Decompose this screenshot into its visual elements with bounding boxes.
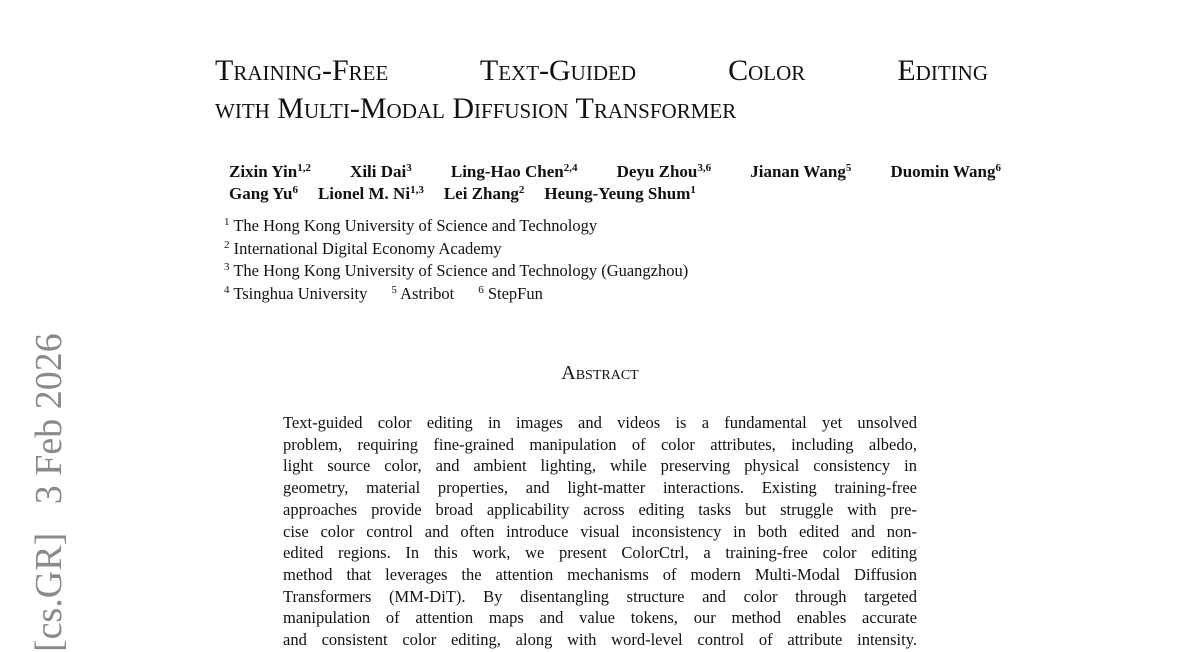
affiliation-name: Astribot — [400, 283, 455, 303]
title-line: with Multi-Modal Diffusion Transformer — [215, 92, 737, 125]
affiliation-name: Tsinghua University — [233, 283, 368, 303]
abstract-line: problem, requiring fine-grained manipula… — [283, 434, 917, 454]
affiliation-num: 4 — [224, 283, 230, 296]
author-affil: 6 — [995, 162, 1001, 174]
author-row: Zixin Yin1,2 Xili Dai3 Ling-Hao Chen2,4 Dey… — [229, 161, 1001, 183]
affiliation-row: 2 International Digital Economy Academy — [224, 238, 688, 261]
abstract-heading: Abstract — [561, 362, 639, 384]
author-name: Duomin Wang — [890, 162, 996, 181]
author: Heung-Yeung Shum1 — [544, 183, 695, 205]
affiliation-name: The Hong Kong University of Science and … — [233, 261, 689, 281]
affiliation-num: 6 — [478, 283, 484, 296]
affiliation: 3 The Hong Kong University of Science an… — [224, 260, 688, 283]
author-name: Ling-Hao Chen — [450, 162, 564, 181]
author-affil: 3 — [406, 162, 412, 174]
affiliation: 5 Astribot — [391, 283, 454, 306]
abstract-line: Text-guided color editing in images and … — [283, 413, 917, 432]
author: Lionel M. Ni1,3 — [318, 183, 424, 205]
author-affil: 1,3 — [410, 184, 424, 196]
abstract-line: manipulation of attention maps and value… — [283, 608, 917, 628]
affiliations: 1 The Hong Kong University of Science an… — [224, 215, 688, 305]
affiliation: 2 International Digital Economy Academy — [224, 238, 502, 261]
abstract-line: geometry, material properties, and light… — [283, 478, 917, 498]
author-affil: 2 — [518, 184, 525, 196]
authors: Zixin Yin1,2 Xili Dai3 Ling-Hao Chen2,4 Dey… — [229, 161, 1001, 205]
author-name: Lionel M. Ni — [317, 184, 411, 203]
author: Jianan Wang5 — [750, 161, 851, 183]
author-name: Zixin Yin — [229, 162, 298, 181]
abstract-line: method that leverages the attention mech… — [283, 564, 917, 584]
author-name: Jianan Wang — [750, 162, 846, 181]
author-name: Heung-Yeung Shum — [544, 184, 691, 203]
author-affil: 3,6 — [697, 162, 712, 174]
author-row: Gang Yu6 Lionel M. Ni1,3 Lei Zhang2 Heung-Y… — [229, 183, 1001, 205]
affiliation-num: 3 — [224, 261, 230, 274]
affiliation-row: 3 The Hong Kong University of Science an… — [224, 260, 688, 283]
author-affil: 5 — [845, 162, 852, 174]
title-line: Training-Free Text-Guided Color Editing — [215, 54, 988, 87]
author: Gang Yu6 — [229, 183, 298, 205]
author-affil: 1,2 — [297, 162, 311, 174]
affiliation-row: 1 The Hong Kong University of Science an… — [224, 215, 688, 238]
affiliation: 4 Tsinghua University — [224, 283, 367, 306]
affiliation-row: 4 Tsinghua University 5 Astribot 6 StepFun — [224, 283, 688, 306]
author: Duomin Wang6 — [890, 161, 1001, 183]
affiliation: 1 The Hong Kong University of Science an… — [224, 215, 597, 238]
affiliation: 6 StepFun — [478, 283, 543, 306]
author-affil: 1 — [690, 184, 696, 196]
abstract-line: light source color, and ambient lighting… — [283, 456, 917, 476]
author-name: Lei Zhang — [443, 184, 519, 203]
title: Training-Free Text-Guided Color Editing … — [215, 52, 988, 128]
abstract-line: Transformers (MM-DiT). By disentangling … — [283, 586, 917, 606]
abstract-line: edited regions. In this work, we present… — [283, 543, 917, 563]
affiliation-name: The Hong Kong University of Science and … — [233, 216, 598, 235]
author: Ling-Hao Chen2,4 — [451, 161, 578, 183]
affiliation-num: 2 — [224, 238, 230, 251]
author: Deyu Zhou3,6 — [617, 161, 712, 183]
affiliation-name: StepFun — [487, 283, 543, 303]
abstract-line: cise color control and often introduce v… — [283, 521, 917, 541]
abstract: Text-guided color editing in images and … — [283, 412, 917, 651]
author: Lei Zhang2 — [444, 183, 525, 205]
abstract-line: approaches provide broad applicability a… — [283, 499, 917, 519]
author: Zixin Yin1,2 — [229, 161, 311, 183]
author-name: Gang Yu — [229, 184, 293, 203]
affiliation-num: 5 — [391, 283, 397, 296]
affiliation-num: 1 — [224, 216, 230, 228]
author: Xili Dai3 — [350, 161, 412, 183]
author-name: Deyu Zhou — [616, 162, 698, 181]
affiliation-name: International Digital Economy Academy — [233, 238, 502, 258]
abstract-line: and consistent color editing, along with… — [283, 630, 917, 650]
author-name: Xili Dai — [350, 162, 407, 181]
author-affil: 6 — [292, 184, 298, 196]
author-affil: 2,4 — [563, 162, 578, 174]
